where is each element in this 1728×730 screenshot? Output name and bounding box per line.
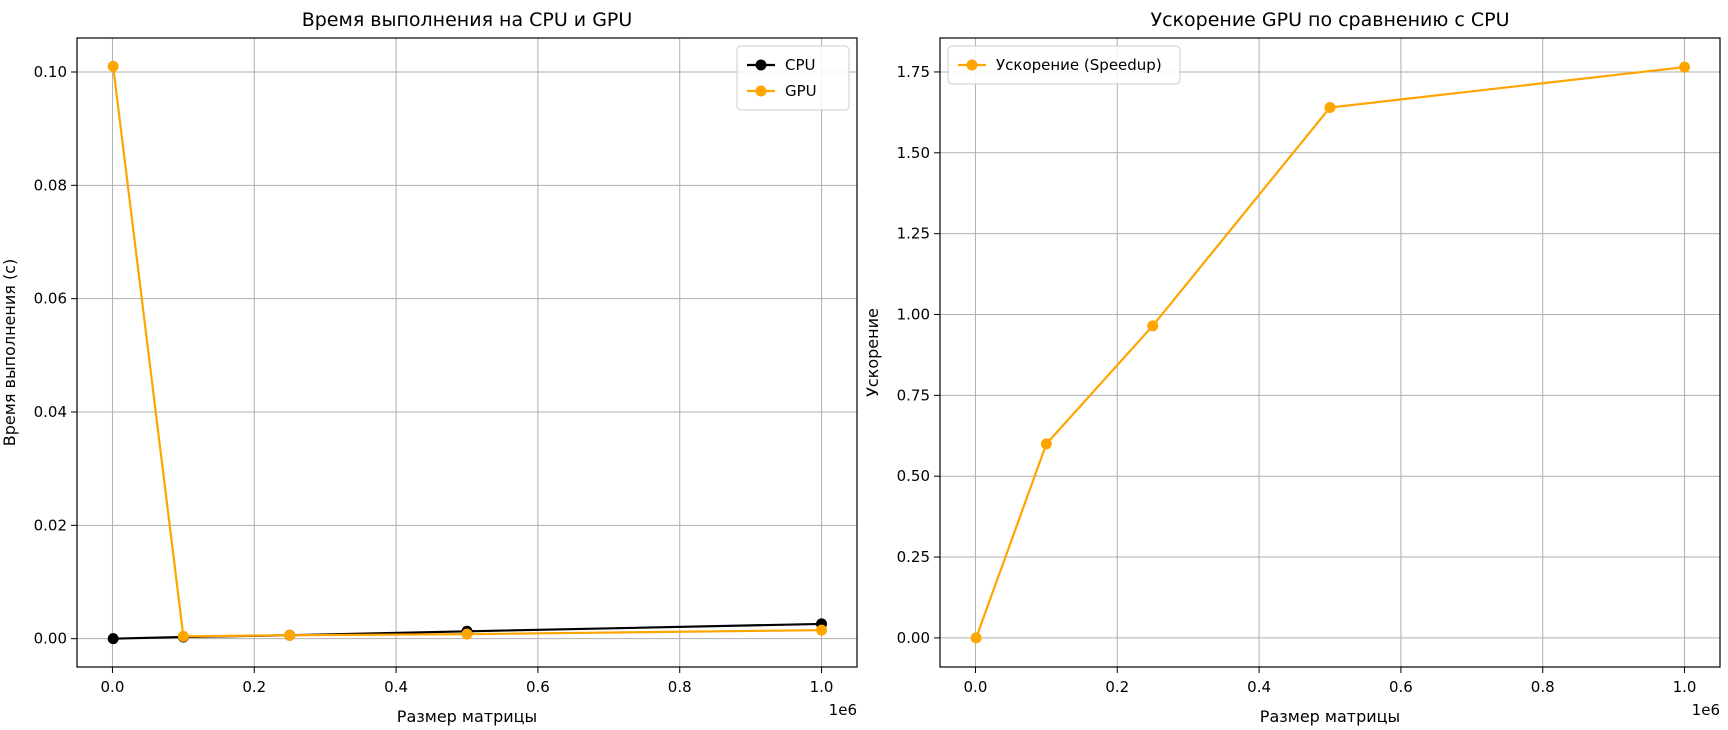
legend-marker	[755, 59, 767, 71]
data-point	[284, 629, 296, 641]
y-tick-label: 1.50	[897, 144, 930, 162]
y-tick-label: 0.00	[897, 629, 930, 647]
series-line-2	[112, 66, 822, 638]
x-tick-label: 0.2	[242, 678, 266, 696]
y-tick-label: 0.04	[34, 403, 67, 421]
plot-frame	[939, 37, 1721, 668]
data-point	[461, 628, 473, 640]
x-offset-label: 1e6	[829, 701, 857, 719]
legend-marker	[755, 85, 767, 97]
y-tick-label: 0.02	[34, 516, 67, 534]
x-tick-label: 0.6	[1389, 678, 1413, 696]
x-axis-label: Размер матрицы	[397, 707, 537, 726]
x-tick-label: 0.4	[1247, 678, 1271, 696]
data-point	[1040, 438, 1052, 450]
legend-label: Ускорение (Speedup)	[996, 56, 1162, 74]
x-tick-label: 0.8	[668, 678, 692, 696]
y-tick-label: 0.75	[897, 386, 930, 404]
y-tick-label: 0.50	[897, 467, 930, 485]
legend-marker	[966, 59, 978, 71]
x-tick-label: 0.2	[1105, 678, 1129, 696]
chart-title: Ускорение GPU по сравнению с CPU	[1151, 9, 1510, 31]
y-axis-label: Время выполнения (с)	[0, 259, 19, 446]
y-axis-label: Ускорение	[863, 308, 882, 397]
data-point	[1679, 61, 1691, 73]
y-tick-label: 0.10	[34, 63, 67, 81]
x-tick-label: 0.6	[526, 678, 550, 696]
data-point	[1147, 320, 1159, 332]
y-tick-label: 0.25	[897, 548, 930, 566]
plot-frame	[76, 37, 858, 668]
x-axis-label: Размер матрицы	[1260, 707, 1400, 726]
x-offset-label: 1e6	[1692, 701, 1720, 719]
x-tick-label: 0.0	[101, 678, 125, 696]
data-point	[107, 60, 119, 72]
y-tick-label: 0.08	[34, 176, 67, 194]
y-tick-label: 1.25	[897, 225, 930, 243]
data-point	[970, 632, 982, 644]
x-tick-label: 0.8	[1531, 678, 1555, 696]
data-point	[177, 630, 189, 642]
x-tick-label: 0.0	[964, 678, 988, 696]
y-tick-label: 0.06	[34, 290, 67, 308]
y-tick-label: 1.75	[897, 63, 930, 81]
data-point	[1324, 102, 1336, 114]
data-point	[816, 624, 828, 636]
chart-panel-1: 0.0 0.2 0.4 0.6 0.8 1.0 0.00 0.02 0.04 0.06 0.08 0.…	[0, 9, 858, 726]
legend-label: CPU	[785, 56, 816, 74]
chart-title: Время выполнения на CPU и GPU	[302, 9, 633, 31]
chart-panel-2: 0.0 0.2 0.4 0.6 0.8 1.0 0.00 0.25 0.50 0.75 1.00 1.…	[863, 9, 1721, 726]
legend: CPU GPU	[736, 45, 850, 111]
y-tick-label: 0.00	[34, 630, 67, 648]
y-tick-label: 1.00	[897, 306, 930, 324]
legend: Ускорение (Speedup)	[947, 45, 1181, 85]
x-tick-label: 1.0	[810, 678, 834, 696]
x-tick-label: 1.0	[1673, 678, 1697, 696]
data-point	[107, 633, 119, 645]
legend-label: GPU	[785, 82, 817, 100]
legend-box	[947, 45, 1181, 85]
x-tick-label: 0.4	[384, 678, 408, 696]
